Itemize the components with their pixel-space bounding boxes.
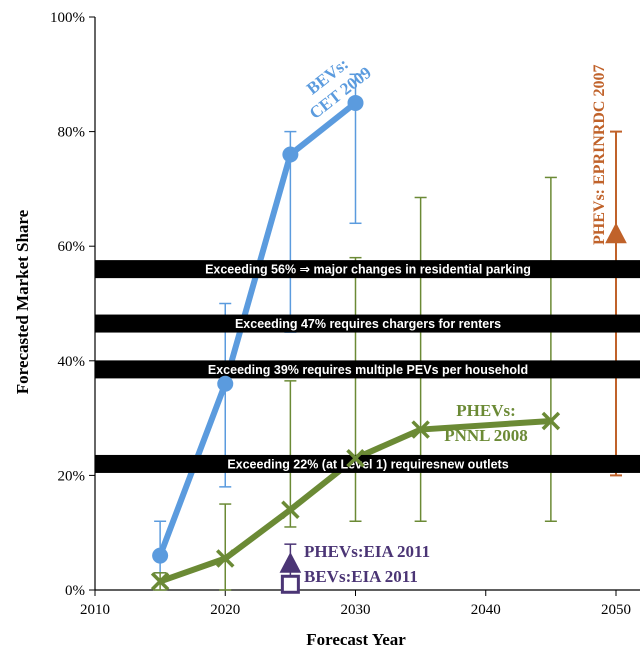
axes	[94, 17, 640, 591]
y-tick-label: 20%	[58, 468, 86, 484]
single-point-1-marker	[280, 574, 300, 594]
series-0-marker	[282, 146, 299, 163]
marker-stroke	[346, 448, 365, 468]
series-1-marker	[346, 448, 365, 468]
y-tick-label: 0%	[65, 583, 85, 599]
series-1-line	[159, 417, 552, 585]
x-tick-label: 2030	[341, 602, 371, 618]
series-1-marker	[150, 572, 170, 591]
marker-stroke	[150, 572, 170, 591]
phev-eia-label: PHEVs:EIA 2011	[304, 542, 430, 561]
phev-pnnl-label-line: PNNL 2008	[444, 426, 528, 445]
threshold-band-label: Exceeding 22% (at Level 1) requiresnew o…	[227, 457, 508, 471]
series-markers	[150, 94, 627, 594]
phev-pnnl-label-line: PHEVs:	[456, 401, 516, 420]
x-tick-label: 2040	[471, 602, 501, 618]
series-1-marker	[216, 549, 235, 568]
threshold-band-label: Exceeding 47% requires chargers for rent…	[235, 317, 501, 331]
marker-stroke	[541, 411, 561, 431]
series-1-marker	[411, 420, 430, 439]
y-tick-label: 80%	[58, 125, 86, 141]
threshold-band: Exceeding 39% requires multiple PEVs per…	[95, 360, 640, 379]
x-axis-label: Forecast Year	[306, 630, 406, 649]
phev-pnnl-label: PHEVs: PNNL 2008	[444, 401, 528, 445]
series-1-marker	[541, 411, 561, 431]
threshold-band-bar	[95, 360, 640, 379]
series-1-error-bar	[284, 380, 297, 528]
x-tick-label: 2020	[210, 602, 240, 618]
series-1-error-bar	[349, 256, 362, 522]
marker-stroke	[216, 549, 235, 568]
bev-cet-label: BEVs:CET 2009	[293, 46, 375, 122]
x-tick-label: 2010	[80, 602, 110, 618]
y-tick-label: 40%	[58, 354, 86, 370]
marker-stroke	[281, 500, 300, 520]
marker-stroke	[411, 420, 430, 439]
x-axis-ticks: 2010 2020 2030 2040 2050	[80, 590, 631, 618]
single-point-2-marker	[605, 222, 627, 244]
series-1-marker	[281, 500, 300, 520]
single-point-0-marker	[279, 552, 302, 573]
single-point-2-error-bar	[610, 130, 622, 477]
y-axis-ticks: 0% 20% 40% 60% 80% 100%	[50, 10, 95, 599]
threshold-band-bar	[95, 314, 640, 333]
y-tick-label: 60%	[58, 239, 86, 255]
threshold-band-label: Exceeding 39% requires multiple PEVs per…	[208, 363, 528, 377]
threshold-band: Exceeding 22% (at Level 1) requiresnew o…	[95, 454, 640, 473]
threshold-band-bar	[95, 454, 640, 473]
series-1-error-bar	[219, 503, 232, 591]
series-0-marker	[217, 375, 234, 392]
bev-eia-label: BEVs:EIA 2011	[304, 567, 418, 586]
y-tick-label: 100%	[50, 10, 85, 26]
threshold-bands: Exceeding 56% ⇒ major changes in residen…	[95, 260, 640, 473]
threshold-band-bar	[95, 260, 640, 279]
series-0-marker	[347, 94, 364, 111]
y-axis-label: Forecasted Market Share	[13, 209, 32, 394]
x-tick-label: 2050	[601, 602, 631, 618]
threshold-band: Exceeding 47% requires chargers for rent…	[95, 314, 640, 333]
threshold-band: Exceeding 56% ⇒ major changes in residen…	[95, 260, 640, 279]
series-0-marker	[152, 547, 169, 564]
phev-epri-label: PHEVs: EPRINRDC 2007	[591, 65, 608, 245]
threshold-band-label: Exceeding 56% ⇒ major changes in residen…	[205, 263, 531, 277]
